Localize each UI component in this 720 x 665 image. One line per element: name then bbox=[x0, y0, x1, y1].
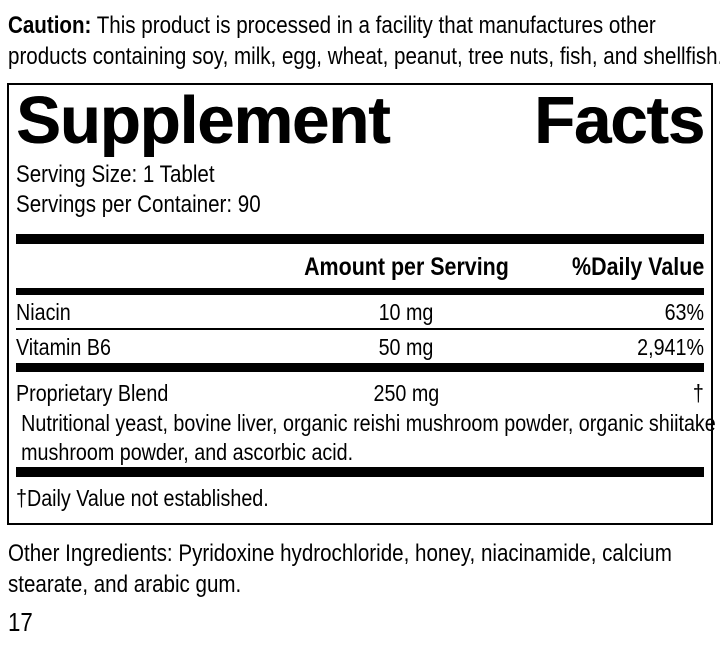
caution-paragraph: Caution: This product is processed in a … bbox=[8, 10, 720, 72]
caution-label: Caution: bbox=[8, 12, 92, 39]
row-separator bbox=[16, 328, 704, 330]
nutrient-row-vitamin-b6: Vitamin B6 50 mg 2,941% bbox=[16, 330, 704, 363]
panel-title-word-facts: Facts bbox=[533, 83, 705, 158]
section-rule bbox=[16, 363, 704, 372]
nutrient-row-proprietary-blend: Proprietary Blend 250 mg † bbox=[16, 372, 704, 409]
serving-size-text: Serving Size: 1 Tablet bbox=[16, 161, 215, 188]
servings-per-container-text: Servings per Container: 90 bbox=[16, 191, 261, 218]
supplement-facts-panel: Supplement Facts Serving Size: 1 Tablet … bbox=[7, 83, 716, 525]
caution-text: This product is processed in a facility … bbox=[8, 12, 720, 70]
header-bottom-rule bbox=[16, 288, 704, 295]
column-header-amount: Amount per Serving bbox=[303, 253, 509, 281]
nutrient-amount: 250 mg bbox=[373, 380, 439, 406]
header-top-rule bbox=[16, 234, 704, 244]
footnote-text: †Daily Value not established. bbox=[16, 485, 269, 511]
nutrient-name: Vitamin B6 bbox=[16, 334, 111, 360]
serving-size-line: Serving Size: 1 Tablet bbox=[16, 160, 704, 190]
nutrient-name: Niacin bbox=[16, 299, 71, 325]
nutrient-name: Proprietary Blend bbox=[16, 380, 169, 406]
panel-title-word-supplement: Supplement bbox=[16, 83, 390, 158]
nutrient-daily-value-dagger: † bbox=[693, 380, 704, 406]
panel-title: Supplement Facts bbox=[16, 83, 705, 158]
column-header-row: Amount per Serving %Daily Value bbox=[16, 244, 704, 288]
nutrient-amount: 10 mg bbox=[378, 299, 434, 325]
nutrient-daily-value: 63% bbox=[664, 299, 704, 325]
footnote-line: †Daily Value not established. bbox=[16, 477, 704, 520]
nutrient-daily-value: 2,941% bbox=[637, 334, 704, 360]
footnote-rule bbox=[16, 467, 704, 477]
nutrient-amount: 50 mg bbox=[378, 334, 434, 360]
proprietary-blend-description: Nutritional yeast, bovine liver, organic… bbox=[21, 410, 716, 465]
nutrient-row-niacin: Niacin 10 mg 63% bbox=[16, 295, 704, 328]
page-number: 17 bbox=[8, 607, 33, 637]
other-ingredients-paragraph: Other Ingredients: Pyridoxine hydrochlor… bbox=[8, 540, 672, 598]
servings-per-container-line: Servings per Container: 90 bbox=[16, 190, 704, 220]
column-header-daily-value: %Daily Value bbox=[571, 253, 704, 281]
